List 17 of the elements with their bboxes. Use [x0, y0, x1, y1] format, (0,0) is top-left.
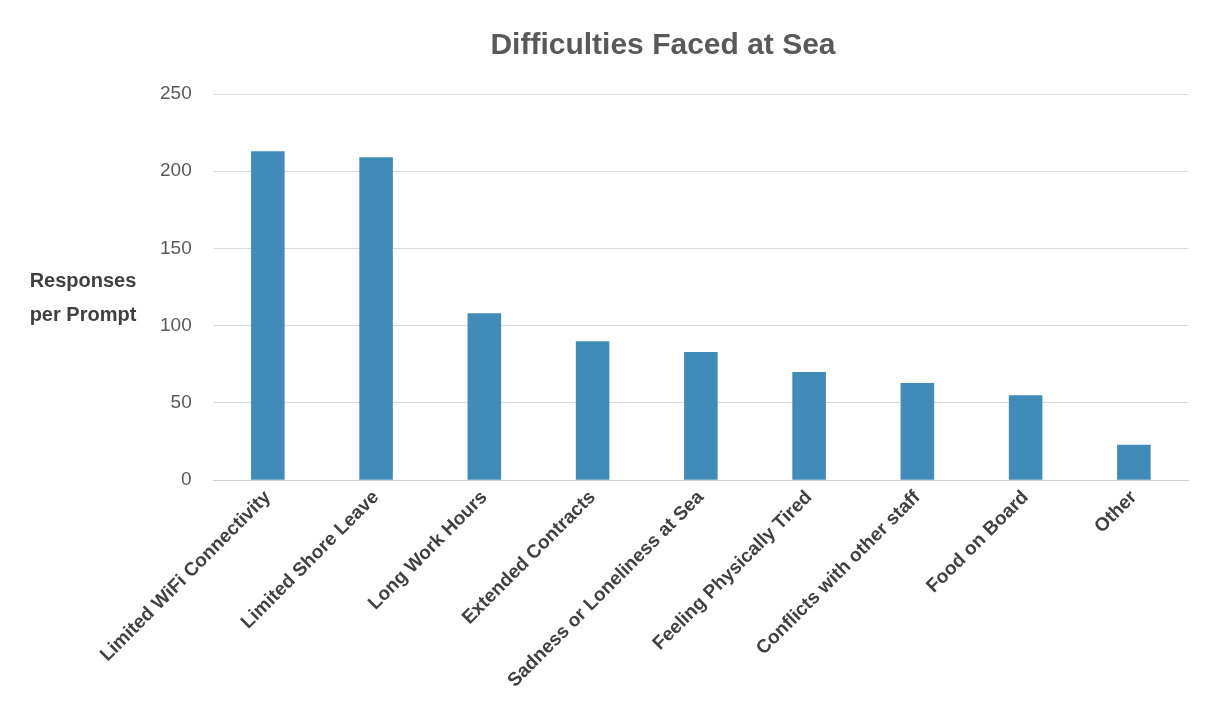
y-axis-title: Responses per Prompt [28, 268, 138, 327]
y-tick-label: 0 [181, 468, 192, 490]
y-tick-label: 150 [160, 236, 192, 258]
y-tick-label: 50 [170, 391, 192, 413]
bar [251, 151, 285, 480]
bar [575, 341, 610, 480]
bar [684, 352, 718, 480]
y-tick-label: 100 [160, 313, 192, 335]
chart-title: Difficulties Faced at Sea [490, 27, 836, 61]
bar [359, 157, 393, 480]
y-tick-label: 250 [160, 82, 192, 104]
bar [900, 382, 935, 480]
bar [1008, 395, 1043, 480]
bar [467, 313, 502, 480]
bar [1117, 444, 1151, 480]
y-tick-label: 200 [160, 159, 192, 181]
bar [792, 372, 826, 480]
